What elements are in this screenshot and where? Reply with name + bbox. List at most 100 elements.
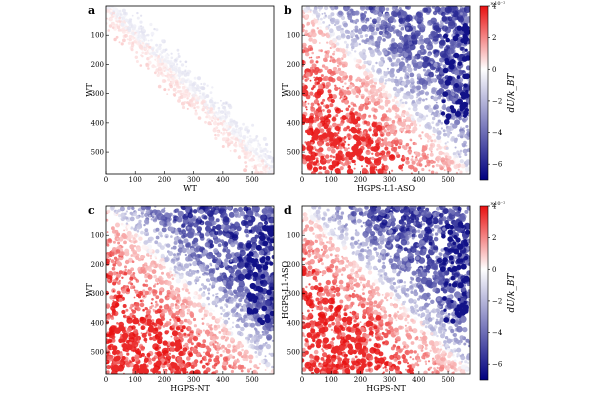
point — [253, 167, 255, 170]
point — [129, 211, 133, 215]
point — [204, 208, 211, 215]
point — [198, 289, 201, 292]
point — [225, 252, 232, 260]
point — [462, 73, 468, 80]
point — [369, 126, 372, 129]
point — [269, 150, 272, 153]
point — [387, 67, 389, 70]
point — [439, 50, 447, 58]
point — [139, 316, 147, 324]
point — [337, 65, 340, 68]
point — [220, 131, 223, 134]
point — [129, 341, 132, 345]
point — [195, 282, 197, 285]
point — [222, 261, 228, 267]
point — [153, 274, 157, 279]
point — [226, 331, 232, 336]
point — [191, 83, 196, 87]
point — [216, 118, 220, 121]
point — [328, 132, 335, 139]
point — [319, 26, 322, 29]
point — [173, 240, 178, 245]
point — [254, 155, 259, 160]
point — [248, 137, 253, 142]
y-tick-label: 300 — [287, 90, 300, 98]
point — [182, 283, 188, 289]
point — [324, 53, 330, 59]
point — [323, 12, 326, 15]
point — [402, 156, 406, 160]
point — [451, 93, 455, 97]
point — [134, 289, 139, 294]
point — [201, 292, 206, 297]
point — [343, 128, 347, 132]
point — [113, 279, 117, 283]
point — [222, 326, 226, 330]
point — [368, 24, 373, 30]
point — [187, 305, 191, 309]
point — [347, 143, 350, 146]
point — [230, 228, 235, 232]
point — [342, 61, 345, 64]
point — [444, 6, 452, 14]
point — [343, 22, 348, 28]
point — [258, 249, 265, 256]
point — [401, 145, 406, 149]
point — [230, 369, 234, 374]
point — [233, 359, 238, 364]
point — [343, 99, 350, 105]
point — [220, 99, 222, 102]
point — [117, 245, 122, 250]
point — [159, 298, 164, 304]
point — [202, 317, 206, 320]
point — [235, 312, 239, 315]
point — [129, 234, 134, 239]
point — [107, 278, 111, 282]
point — [225, 305, 229, 308]
point — [145, 233, 148, 236]
point — [138, 236, 143, 241]
point — [320, 101, 324, 105]
point — [184, 253, 187, 257]
point — [243, 349, 249, 355]
point — [446, 141, 449, 144]
point — [170, 235, 173, 238]
point — [442, 129, 446, 133]
point — [220, 112, 223, 114]
point — [392, 104, 398, 110]
point — [317, 29, 323, 35]
plot-frame — [105, 5, 275, 175]
point — [166, 330, 170, 334]
point — [318, 9, 321, 12]
point — [179, 60, 182, 63]
point — [148, 45, 152, 49]
point — [116, 232, 121, 237]
point — [140, 332, 143, 334]
point — [368, 139, 374, 145]
point — [212, 104, 215, 107]
point — [404, 101, 408, 105]
point — [259, 299, 263, 303]
point — [373, 77, 378, 83]
point — [225, 336, 229, 340]
point — [216, 318, 221, 323]
point — [349, 77, 353, 81]
point — [422, 60, 429, 68]
point — [198, 330, 202, 334]
point — [142, 283, 146, 287]
point — [449, 159, 455, 165]
x-tick-label: 200 — [354, 176, 367, 184]
point — [241, 348, 244, 352]
point — [363, 60, 368, 65]
point — [173, 65, 178, 70]
point — [302, 144, 304, 147]
point — [265, 142, 269, 147]
point — [436, 89, 442, 96]
point — [201, 253, 206, 257]
point — [140, 352, 145, 357]
point — [329, 28, 334, 33]
point — [111, 301, 119, 309]
point — [342, 163, 346, 167]
point — [422, 68, 426, 72]
point — [159, 245, 162, 248]
